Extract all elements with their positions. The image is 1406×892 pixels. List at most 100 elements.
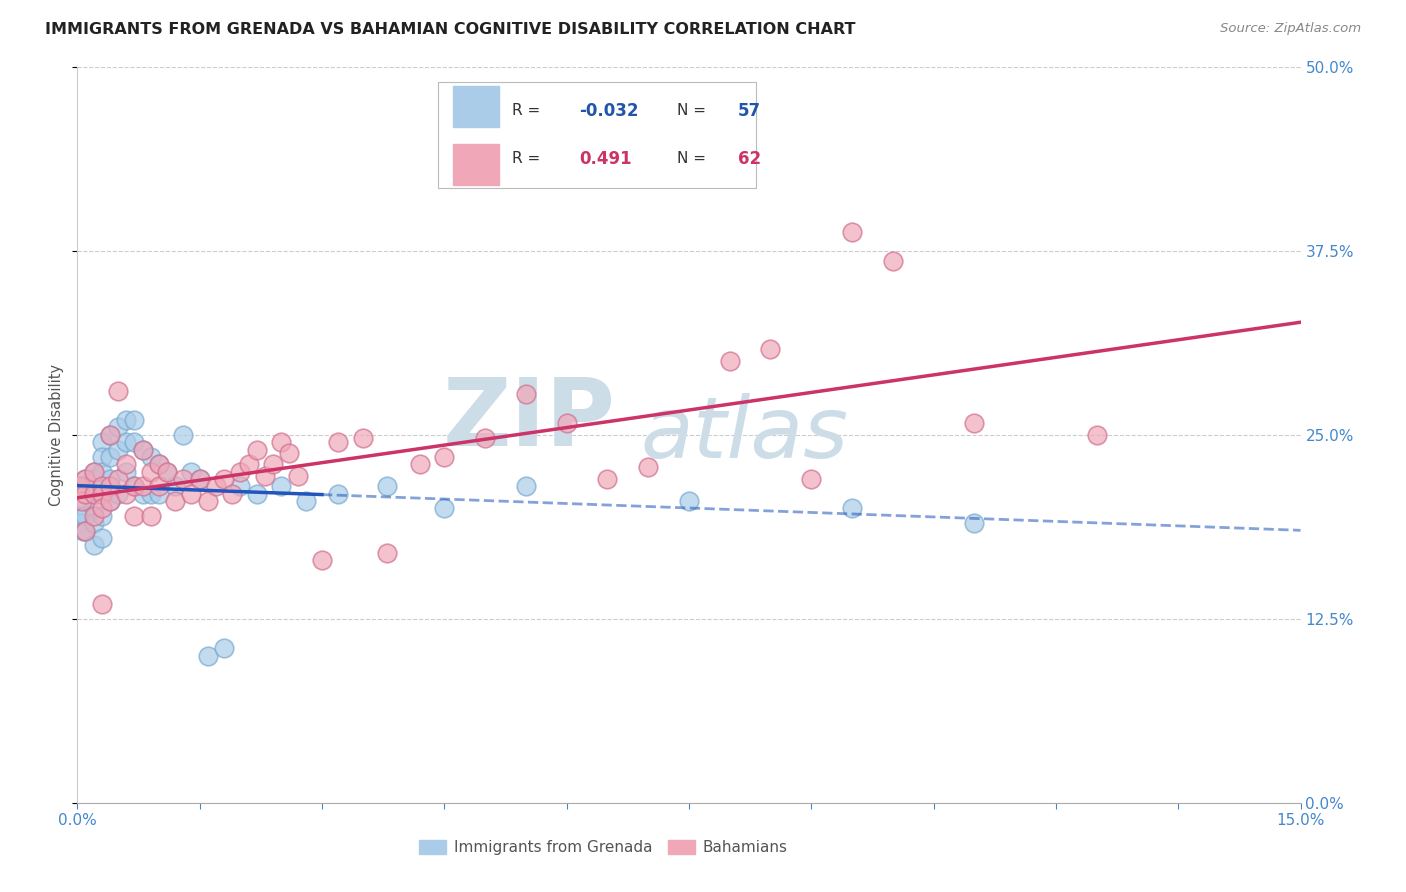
Point [172,472,194,486]
Point [148,487,170,501]
Point [963,516,986,530]
Point [90,435,112,450]
Point [70,516,93,530]
Point [75,524,97,538]
Point [165,479,187,493]
Point [882,254,904,268]
Point [678,494,700,508]
Point [221,487,243,501]
Point [98,450,121,464]
Point [294,494,316,508]
Point [75,508,97,523]
Y-axis label: Cognitive Disability: Cognitive Disability [49,364,65,506]
Point [197,648,219,663]
Point [83,516,105,530]
Point [98,494,121,508]
Point [107,487,129,501]
Point [83,472,105,486]
FancyBboxPatch shape [439,81,756,188]
Point [75,479,97,493]
Point [212,472,235,486]
Point [352,431,374,445]
Text: N =: N = [676,152,706,167]
Text: N =: N = [676,103,706,119]
Point [188,472,211,486]
Point [180,465,202,479]
Point [253,469,276,483]
FancyBboxPatch shape [453,145,499,185]
Point [433,501,456,516]
Point [287,469,309,483]
Point [165,494,187,508]
Point [90,465,112,479]
Point [83,508,105,523]
Point [433,450,456,464]
Text: atlas: atlas [640,393,848,476]
Point [124,508,146,523]
Point [98,427,121,442]
Point [139,465,162,479]
Point [83,538,105,552]
Point [131,442,153,457]
Point [90,487,112,501]
Point [841,501,863,516]
Point [148,457,170,471]
Point [90,531,112,545]
Text: ZIP: ZIP [443,374,616,467]
Point [246,487,269,501]
Point [328,487,350,501]
Point [107,442,129,457]
Point [474,431,496,445]
Point [72,524,94,538]
Legend: Immigrants from Grenada, Bahamians: Immigrants from Grenada, Bahamians [413,834,794,862]
FancyBboxPatch shape [453,87,499,127]
Point [238,457,260,471]
Point [90,479,112,493]
Point [75,472,97,486]
Point [75,494,97,508]
Point [262,457,284,471]
Text: 57: 57 [738,102,761,120]
Point [124,413,146,427]
Point [246,442,269,457]
Point [229,465,252,479]
Point [515,479,537,493]
Point [124,479,146,493]
Point [98,494,121,508]
Point [596,472,619,486]
Point [270,435,292,450]
Point [107,472,129,486]
Point [555,416,578,430]
Point [637,460,659,475]
Point [375,479,398,493]
Point [83,487,105,501]
Point [156,465,179,479]
Point [69,508,91,523]
Point [278,445,301,459]
Point [139,450,162,464]
Point [70,494,93,508]
Point [800,472,823,486]
Point [124,435,146,450]
Point [90,508,112,523]
Point [69,479,91,493]
Text: 62: 62 [738,150,761,168]
Text: R =: R = [512,152,540,167]
Text: R =: R = [512,103,540,119]
Point [107,420,129,434]
Point [75,524,97,538]
Point [229,479,252,493]
Point [107,384,129,398]
Point [115,435,138,450]
Point [156,465,179,479]
Point [718,354,741,368]
Point [131,479,153,493]
Point [90,501,112,516]
Point [139,487,162,501]
Point [180,487,202,501]
Point [963,416,986,430]
Point [409,457,432,471]
Point [115,413,138,427]
Point [90,597,112,611]
Point [115,457,138,471]
